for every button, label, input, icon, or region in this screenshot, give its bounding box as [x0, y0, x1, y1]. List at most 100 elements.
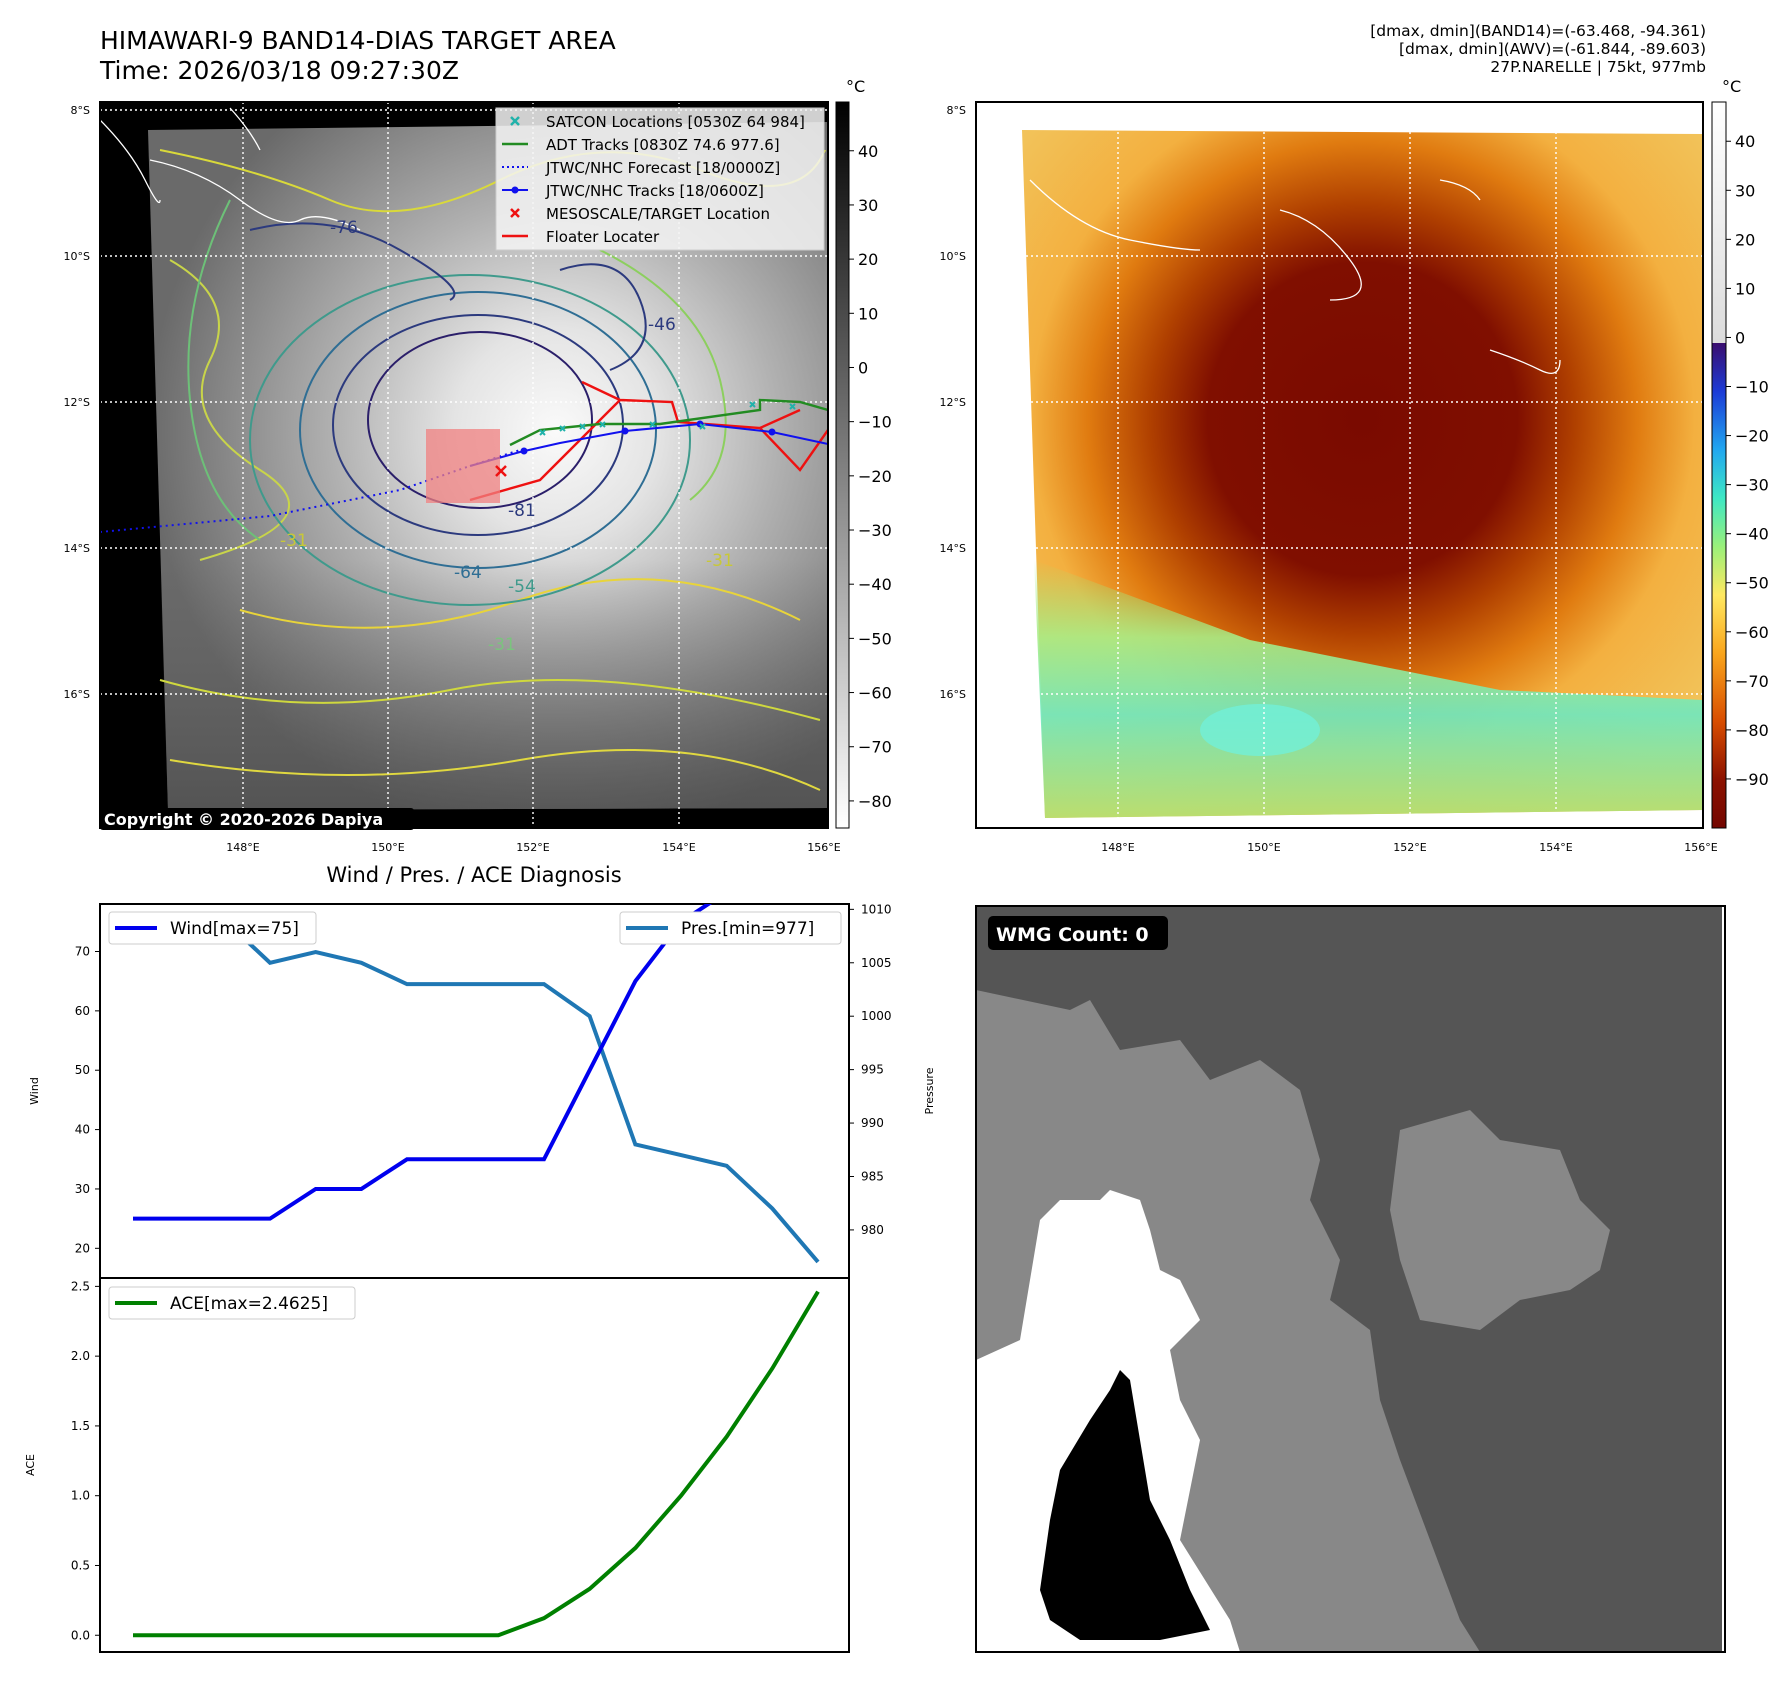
colorbar-tick-label: 10	[858, 304, 878, 323]
colorbar-tick-label: −40	[858, 575, 892, 594]
wmg-count-badge	[988, 916, 1168, 950]
contour-label: -76	[330, 218, 358, 238]
contour-label: -54	[508, 577, 536, 597]
figure-title: HIMAWARI-9 BAND14-DIAS TARGET AREA Time:…	[100, 26, 616, 86]
map1-lat-labels: 8°S 10°S 12°S 14°S 16°S	[64, 104, 90, 701]
legend-satcon: SATCON Locations [0530Z 64 984]	[546, 113, 805, 131]
target-legend-icon	[510, 208, 520, 218]
copyright-badge	[100, 808, 414, 830]
green-band	[1034, 560, 1703, 818]
lat-label: 14°S	[64, 542, 90, 555]
ace-axis-label: ACE	[24, 1454, 37, 1476]
lon-label: 154°E	[662, 841, 695, 854]
lon-label: 156°E	[1684, 841, 1717, 854]
colorbar-tick-label: −20	[858, 467, 892, 486]
lon-label: 148°E	[1101, 841, 1134, 854]
wind-tick-label: 70	[75, 944, 90, 958]
colorbar-tick-label: 30	[858, 196, 878, 215]
lon-label: 154°E	[1539, 841, 1572, 854]
colorbar-tick-label: −90	[1735, 770, 1769, 789]
contour-inner	[249, 222, 691, 606]
ace-tick-label: 0.0	[71, 1628, 90, 1642]
pressure-tick-label: 1010	[861, 902, 892, 916]
target-location-marker	[495, 465, 507, 477]
colorbar-tick-label: −70	[1735, 672, 1769, 691]
wind-tick-label: 30	[75, 1182, 90, 1196]
color-colorbar-ticks: 40 30 20 10 0 −10 −20 −30 −40 −50 −60 −70 −80 −90	[1726, 132, 1769, 789]
copyright-text: Copyright © 2020-2026 Dapiya	[104, 810, 383, 829]
pressure-legend-label: Pres.[min=977]	[681, 919, 814, 939]
ace-tick-label: 1.0	[71, 1489, 90, 1503]
colorbar-tick-label: 20	[858, 250, 878, 269]
lon-label: 150°E	[1247, 841, 1280, 854]
diagnostic-info: [dmax, dmin](BAND14)=(-63.468, -94.361) …	[1370, 22, 1706, 76]
lat-label: 8°S	[947, 104, 966, 117]
contour-label-group: -76 -81 -64 -54 -31 -31 -31 -46	[280, 218, 734, 655]
color-colorbar-bottom	[1712, 343, 1726, 828]
colorbar-tick-label: 10	[1735, 279, 1755, 298]
contour-label: -46	[648, 315, 676, 335]
map-legend: SATCON Locations [0530Z 64 984] ADT Trac…	[495, 107, 825, 251]
wind-legend: Wind[max=75]	[108, 911, 317, 945]
contour-label: -81	[508, 501, 536, 521]
wmg-count-label: WMG Count: 0	[996, 924, 1149, 946]
lon-label: 152°E	[516, 841, 549, 854]
map1-lon-labels: 148°E 150°E 152°E 154°E 156°E	[226, 841, 840, 854]
lat-label: 14°S	[940, 542, 966, 555]
ace-tick-label: 2.5	[71, 1279, 90, 1293]
wind-tick-label: 40	[75, 1123, 90, 1137]
colorbar-unit: °C	[1722, 77, 1741, 96]
wind-axis-label: Wind	[28, 1077, 41, 1105]
gray-colorbar-bar	[835, 101, 850, 829]
colorbar-tick-label: −30	[858, 521, 892, 540]
wmg-frame	[975, 905, 1726, 1653]
ace-tick-label: 1.5	[71, 1419, 90, 1433]
lon-label: 148°E	[226, 841, 259, 854]
wind-tick-label: 20	[75, 1241, 90, 1255]
lon-label: 152°E	[1393, 841, 1426, 854]
colorbar-tick-label: −30	[1735, 476, 1769, 495]
legend-box	[495, 107, 825, 251]
colorbar-tick-label: −50	[858, 629, 892, 648]
legend-tracks: JTWC/NHC Tracks [18/0600Z]	[545, 182, 764, 200]
lon-label: 150°E	[371, 841, 404, 854]
map2-coastlines	[1029, 179, 1561, 374]
pressure-tick-label: 1005	[861, 956, 892, 970]
colorbar-tick-label: −60	[1735, 623, 1769, 642]
wind-legend-label: Wind[max=75]	[170, 919, 299, 939]
info-storm-summary: 27P.NARELLE | 75kt, 977mb	[1490, 58, 1706, 76]
colorbar-tick-label: −10	[858, 413, 892, 432]
pressure-tick-label: 985	[861, 1169, 884, 1183]
wmg-zone-gray-right	[1390, 1110, 1610, 1330]
info-band14-range: [dmax, dmin](BAND14)=(-63.468, -94.361)	[1370, 22, 1706, 40]
colorbar-tick-label: 0	[858, 358, 868, 377]
legend-adt: ADT Tracks [0830Z 74.6 977.6]	[546, 136, 780, 154]
lat-label: 8°S	[71, 104, 90, 117]
colorbar-tick-label: −70	[858, 738, 892, 757]
wind-line	[133, 904, 713, 1221]
coastlines	[100, 107, 361, 231]
wmg-zone-black	[1040, 1370, 1210, 1640]
wind-pressure-frame	[99, 903, 850, 1279]
wind-pressure-chart: 70 60 50 40 30 20 1010 1005 1000 995 990 985 980	[75, 902, 892, 1279]
lat-label: 16°S	[940, 688, 966, 701]
gray-colorbar-ticks: 40 30 20 10 0 −10 −20 −30 −40 −50 −60 −70 −80	[849, 142, 892, 811]
ace-line	[133, 1290, 820, 1638]
wind-tick-label: 60	[75, 1004, 90, 1018]
contour-label: -31	[706, 551, 734, 571]
adt-track	[509, 398, 828, 447]
colorbar-tick-label: −80	[858, 792, 892, 811]
ir-color-map	[976, 102, 1703, 828]
lat-label: 10°S	[940, 250, 966, 263]
lat-label: 12°S	[64, 396, 90, 409]
colorbar-tick-label: 0	[1735, 328, 1745, 347]
contour-label: -31	[488, 635, 516, 655]
colorbar-tick-label: −60	[858, 684, 892, 703]
colorbar-tick-label: −10	[1735, 378, 1769, 397]
ace-frame	[99, 1277, 850, 1653]
colorbar-tick-label: −80	[1735, 721, 1769, 740]
diagnosis-title: Wind / Pres. / ACE Diagnosis	[326, 863, 621, 887]
contour-label: -64	[454, 563, 482, 583]
colorbar-tick-label: 40	[858, 142, 878, 161]
color-colorbar: °C 40 30 20 10 0 −10 −20 −30 −40 −50 −60 −70 −80 −90	[1711, 77, 1769, 829]
